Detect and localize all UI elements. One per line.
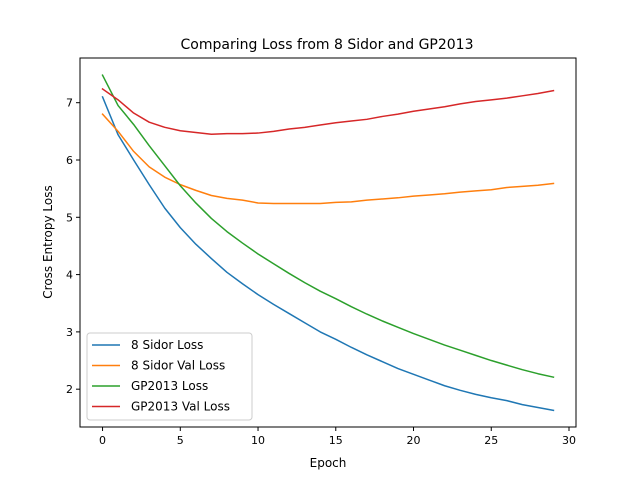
y-tick-label: 7: [66, 97, 73, 110]
legend-label-3: GP2013 Loss: [131, 379, 208, 393]
legend: 8 Sidor Loss 8 Sidor Val Loss GP2013 Loss G…: [86, 332, 253, 421]
x-tick-label: 25: [484, 434, 498, 447]
legend-label-4: GP2013 Val Loss: [131, 400, 230, 414]
x-tick-label: 0: [99, 434, 106, 447]
series-line-1: [101, 95, 555, 412]
x-tick-label: 10: [251, 434, 265, 447]
legend-label-1: 8 Sidor Loss: [131, 338, 203, 352]
y-tick-label: 3: [66, 326, 73, 339]
y-tick-label: 5: [66, 211, 73, 224]
chart-title: Comparing Loss from 8 Sidor and GP2013: [181, 37, 474, 53]
series-line-3: [101, 74, 555, 379]
series-line-4: [101, 87, 555, 135]
y-tick-label: 4: [66, 269, 73, 282]
y-axis: 2 3 4 5 6 7: [66, 97, 80, 396]
x-tick-label: 20: [407, 434, 421, 447]
x-axis: 0 5 10 15 20 25 30: [99, 427, 576, 447]
x-tick-label: 30: [562, 434, 576, 447]
x-tick-label: 15: [329, 434, 343, 447]
series-layer: [101, 74, 555, 412]
y-tick-label: 2: [66, 383, 73, 396]
legend-label-2: 8 Sidor Val Loss: [131, 359, 225, 373]
x-tick-label: 5: [177, 434, 184, 447]
y-tick-label: 6: [66, 154, 73, 167]
legend-box: [86, 332, 253, 421]
series-line-2: [101, 113, 555, 205]
y-axis-label: Cross Entropy Loss: [41, 185, 55, 298]
plot-frame: [79, 57, 577, 428]
x-axis-label: Epoch: [310, 456, 347, 470]
